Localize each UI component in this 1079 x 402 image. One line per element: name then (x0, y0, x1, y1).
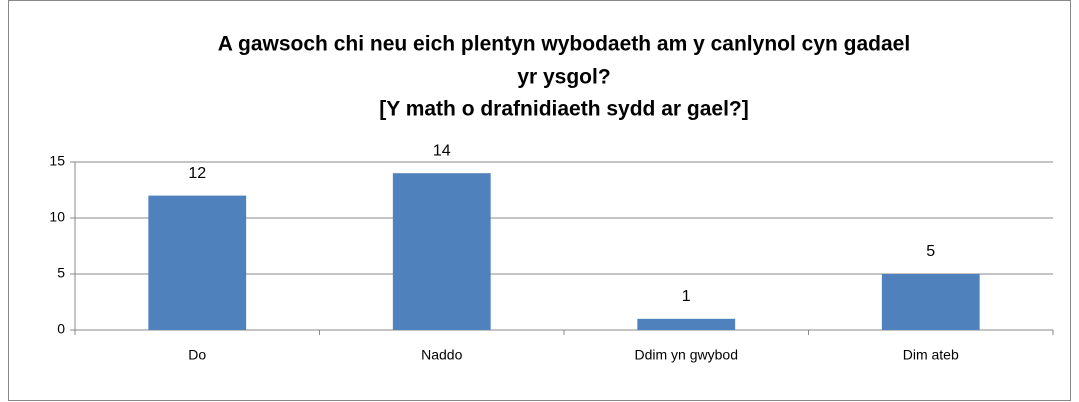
bar (392, 173, 491, 330)
bar (637, 318, 736, 330)
y-tick-label: 10 (49, 209, 65, 225)
x-tick-label: Naddo (421, 347, 462, 363)
y-tick-label: 15 (49, 153, 65, 169)
chart-title: yr ysgol? (517, 66, 610, 89)
y-tick-label: 0 (57, 321, 65, 337)
y-tick-label: 5 (57, 265, 65, 281)
chart-title: [Y math o drafnidiaeth sydd ar gael?] (379, 98, 749, 121)
bar (881, 274, 980, 330)
data-label: 12 (188, 165, 206, 182)
x-tick-label: Dim ateb (903, 347, 959, 363)
data-label: 14 (433, 142, 451, 159)
data-label: 1 (682, 288, 691, 305)
x-tick-label: Do (188, 347, 206, 363)
chart-title: A gawsoch chi neu eich plentyn wybodaeth… (218, 33, 910, 56)
data-label: 5 (926, 243, 935, 260)
x-tick-label: Ddim yn gwybod (635, 347, 739, 363)
bar (148, 195, 247, 330)
